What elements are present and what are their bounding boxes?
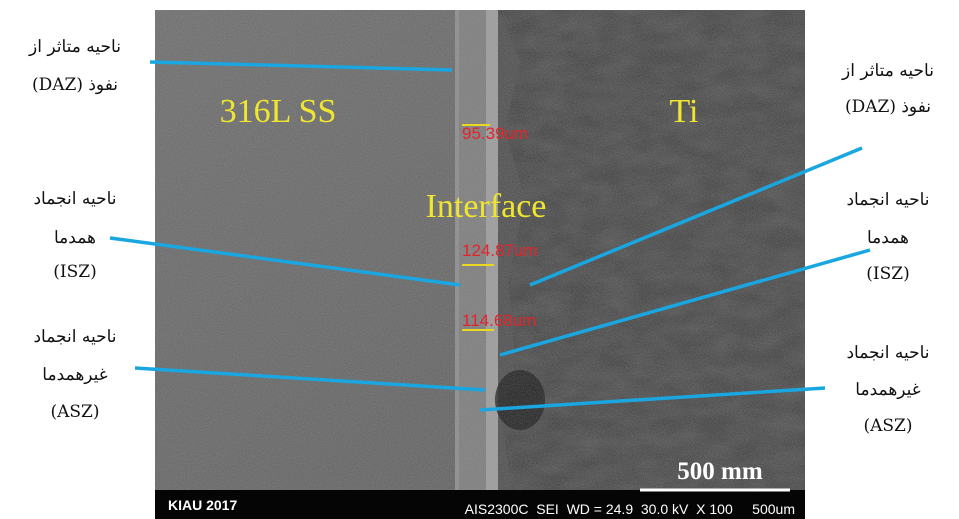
measurement: 114.68um (462, 311, 536, 330)
figure: 316L SS Ti Interface 95.39um 124.87um 11… (0, 0, 959, 519)
annotation-text: نفوذ (DAZ) (845, 97, 931, 117)
page: 316L SS Ti Interface 95.39um 124.87um 11… (0, 0, 959, 519)
interface-label: Interface (426, 188, 547, 225)
material-label: 316L SS (220, 93, 337, 130)
material-label: Ti (669, 93, 698, 130)
annotation-text: نفوذ (DAZ) (32, 75, 118, 95)
measurement: 124.87um (462, 241, 538, 260)
annotation-text: (ISZ) (866, 264, 909, 284)
annotation-text: ناحیه انجماد (846, 190, 929, 210)
annotation-text: همدما (54, 228, 96, 248)
annotation-text: ناحیه انجماد (33, 189, 116, 209)
annotation-text: ناحیه متاثر از (841, 61, 934, 81)
info-text: KIAU 2017 (168, 497, 237, 513)
annotation-text: ناحیه متاثر از (28, 37, 121, 57)
annotation-text: ناحیه انجماد (846, 343, 929, 363)
scale-bar-label: 500 mm (677, 458, 763, 485)
annotation-text: ناحیه انجماد (33, 327, 116, 347)
annotation-text: (ASZ) (864, 416, 913, 436)
annotation-text: (ISZ) (53, 262, 96, 282)
annotation-text: غیرهمدما (855, 380, 921, 400)
info-text: AIS2300C SEI WD = 24.9 30.0 kV X 100 500… (465, 501, 795, 517)
annotation-text: همدما (867, 228, 909, 248)
annotation-text: (ASZ) (51, 402, 100, 422)
measurement: 95.39um (462, 124, 528, 143)
annotation-text: غیرهمدما (42, 365, 108, 385)
micrograph (155, 10, 805, 519)
